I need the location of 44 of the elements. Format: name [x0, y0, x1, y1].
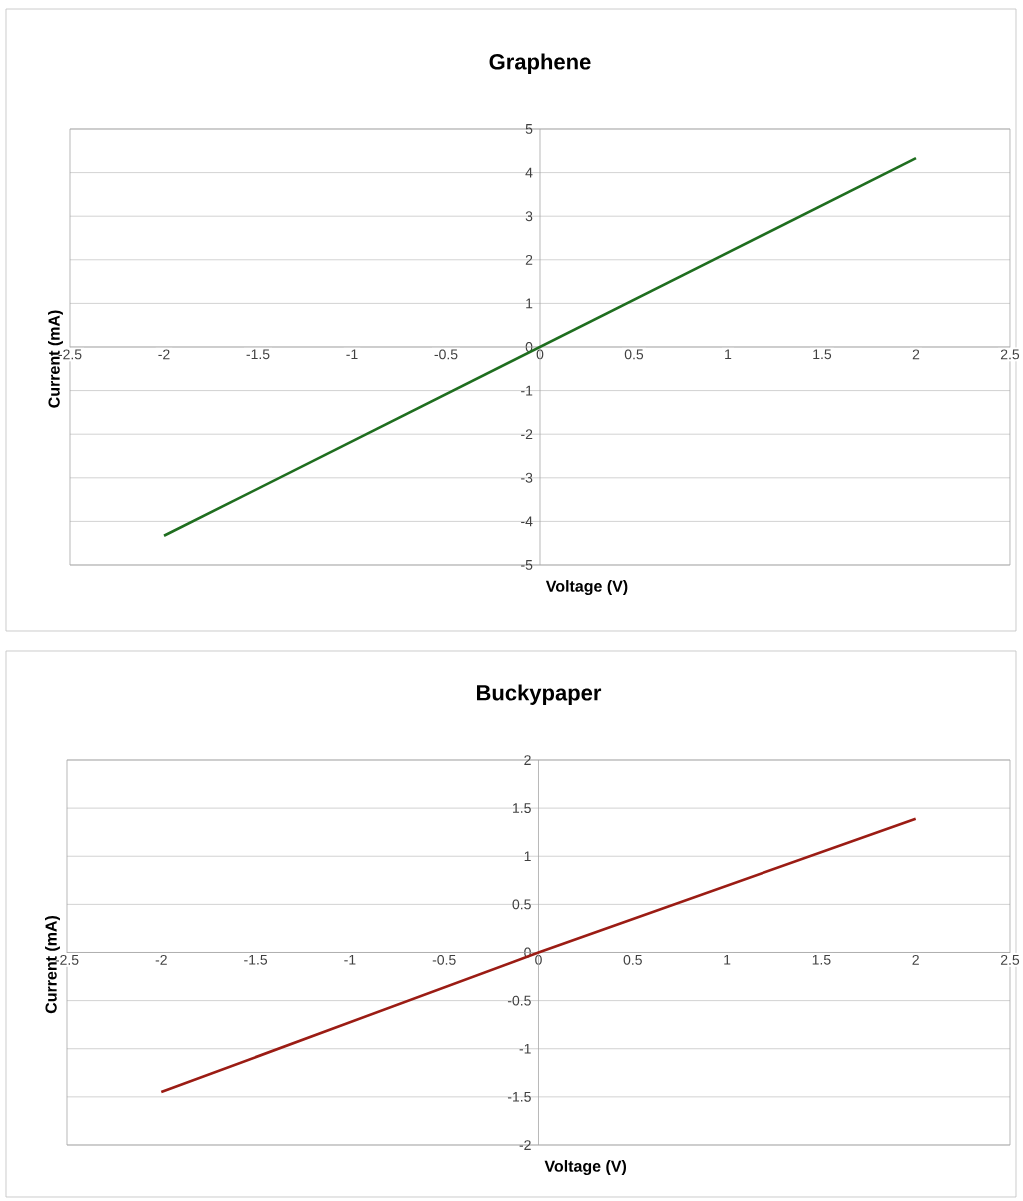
- y-tick-label: -1: [519, 1043, 531, 1054]
- x-tick-label: -2.5: [55, 954, 79, 965]
- x-tick-label: 0.5: [623, 954, 642, 965]
- y-tick-label: 1: [524, 851, 531, 862]
- x-tick-label: -1: [346, 349, 358, 360]
- x-tick-label: -2.5: [58, 349, 82, 360]
- x-tick-label: 2: [912, 954, 919, 965]
- x-tick-label: -0.5: [432, 954, 456, 965]
- y-tick-label: -1: [521, 385, 533, 396]
- y-tick-label: -4: [521, 516, 533, 527]
- chart-title: Graphene: [489, 53, 591, 74]
- y-tick-label: 1.5: [513, 803, 531, 813]
- x-tick-label: -1: [344, 954, 356, 965]
- x-tick-label: 0: [535, 954, 542, 965]
- x-tick-label: 1.5: [812, 954, 831, 965]
- y-tick-label: 4: [525, 167, 533, 178]
- y-tick-label: -1.5: [507, 1091, 531, 1102]
- x-axis-title: Voltage (V): [545, 580, 628, 596]
- x-tick-label: 1: [725, 349, 732, 360]
- y-tick-label: -0.5: [507, 995, 531, 1006]
- x-axis-title: Voltage (V): [544, 1160, 627, 1176]
- y-tick-label: 2: [525, 254, 533, 265]
- y-tick-label: -5: [521, 560, 533, 570]
- chart-title: Buckypaper: [477, 684, 602, 705]
- x-tick-label: 2: [912, 349, 920, 360]
- y-tick-label: 5: [525, 124, 533, 134]
- x-tick-label: -2: [158, 349, 170, 360]
- x-tick-label: -2: [155, 954, 167, 965]
- x-tick-label: 1: [724, 954, 731, 965]
- x-tick-label: 2.5: [1000, 349, 1020, 360]
- x-tick-label: -1.5: [246, 349, 270, 360]
- x-tick-label: 0: [536, 349, 544, 360]
- x-tick-label: 1.5: [813, 349, 832, 360]
- y-tick-label: -3: [521, 472, 533, 483]
- y-tick-label: 1: [526, 298, 533, 309]
- x-tick-label: 2.5: [1000, 954, 1020, 965]
- y-tick-label: -2: [519, 1140, 531, 1150]
- y-tick-label: -2: [521, 429, 533, 440]
- x-tick-label: 0.5: [624, 349, 644, 360]
- x-tick-label: -1.5: [244, 954, 268, 965]
- y-tick-label: 0.5: [512, 899, 531, 910]
- y-tick-label: 3: [525, 211, 533, 222]
- y-tick-label: 2: [524, 755, 531, 765]
- x-tick-label: -0.5: [434, 349, 458, 360]
